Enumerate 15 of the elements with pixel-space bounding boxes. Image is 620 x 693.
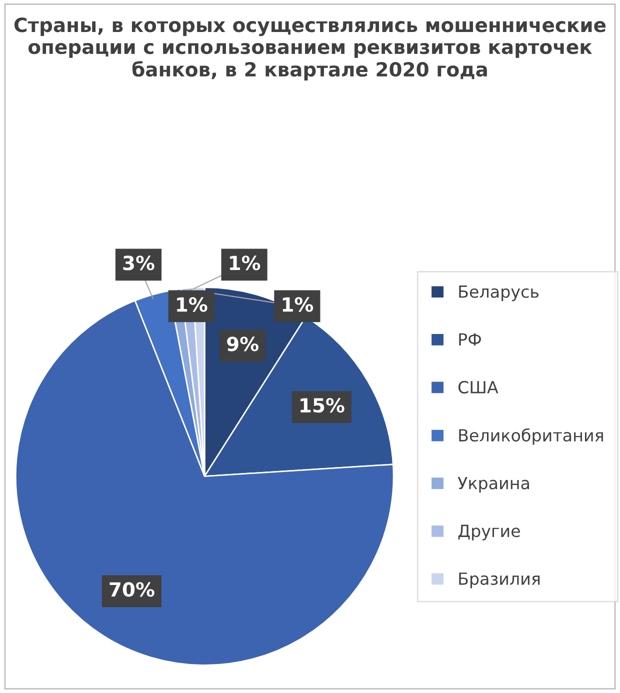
legend-label: Беларусь	[459, 286, 539, 302]
legend-label: Великобритания	[459, 428, 603, 445]
legend-label: РФ	[459, 333, 481, 346]
legend-label: Другие	[458, 524, 520, 540]
data-label: 1%	[282, 297, 314, 312]
data-label: 15%	[300, 398, 344, 413]
legend-label: Украина	[458, 476, 529, 493]
legend-label: Бразилия	[459, 572, 540, 588]
data-label: 3%	[123, 256, 154, 270]
legend-label: США	[458, 380, 498, 394]
data-label: 1%	[230, 256, 260, 270]
data-label: 9%	[227, 336, 258, 352]
data-label: 1%	[177, 297, 208, 312]
chart-title: Страны, в которых осуществлялись мошеннические операции с использованием реквизитов карточек банков, в 2 квартале 2020 года	[14, 18, 606, 80]
data-label: 70%	[110, 582, 154, 597]
